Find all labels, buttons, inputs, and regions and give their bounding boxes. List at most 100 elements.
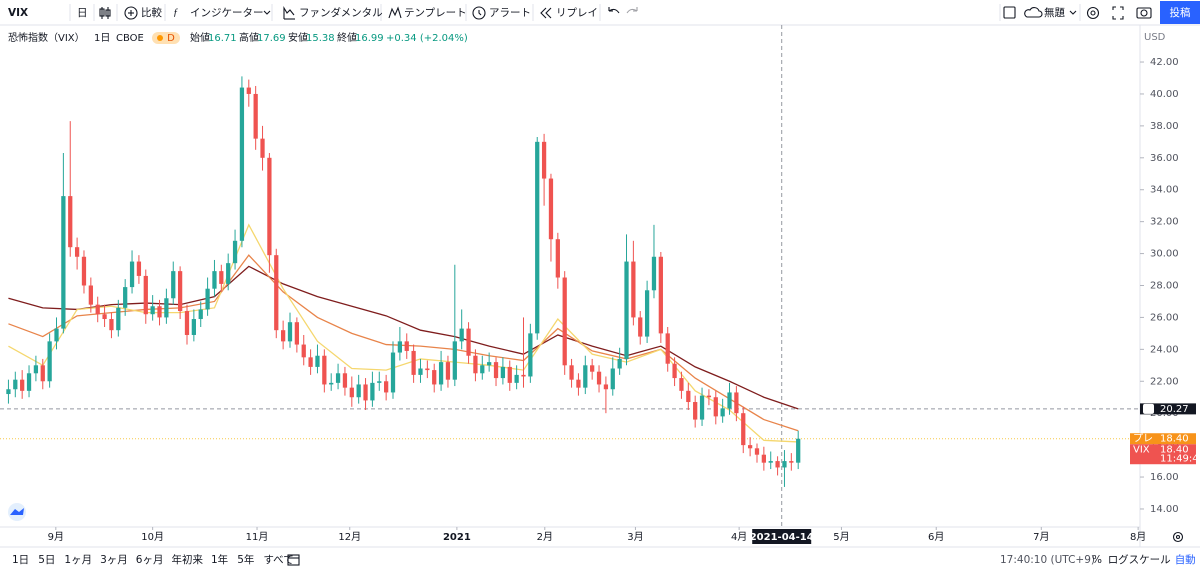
fullscreen-icon[interactable] [1112, 6, 1124, 20]
candle-body [177, 271, 183, 312]
candle-body [727, 392, 732, 409]
candle-body [610, 368, 615, 390]
compare-button[interactable]: 比較 [141, 6, 162, 19]
candle-body [150, 306, 155, 315]
undo-icon[interactable] [608, 7, 620, 14]
candle-body [239, 87, 245, 241]
candle-body [102, 314, 107, 320]
crosshair-date-bg [752, 529, 812, 544]
y-tick-label: 24.00 [1150, 344, 1179, 355]
axis-option[interactable]: 自動 [1175, 553, 1196, 566]
dropdown-icon[interactable] [1069, 10, 1077, 15]
replay-icon[interactable] [540, 7, 552, 19]
ohlc-value: 16.99 [355, 33, 384, 44]
snapshot-icon[interactable] [1136, 7, 1152, 19]
currency: USD [1144, 32, 1166, 43]
range-button[interactable]: 3ヶ月 [100, 554, 128, 566]
replay-button[interactable]: リプレイ [556, 7, 598, 19]
candle-body [699, 395, 705, 420]
candle-body [232, 240, 238, 264]
compare-icon[interactable] [124, 6, 138, 20]
range-button[interactable]: 1ヶ月 [64, 554, 92, 566]
candle-body [713, 397, 718, 417]
settings-icon[interactable] [1086, 6, 1100, 20]
candle-body [26, 373, 32, 391]
candle-body [246, 87, 251, 94]
change: +0.34 (+2.04%) [386, 33, 468, 44]
y-tick-label: 32.00 [1150, 217, 1179, 228]
candle-body [555, 239, 560, 278]
goto-date-icon[interactable] [287, 554, 300, 566]
candle-body [6, 389, 11, 395]
candle-body [397, 341, 403, 353]
candle-body [95, 304, 100, 315]
axis-option[interactable]: ログスケール [1108, 553, 1171, 566]
fundamentals-button[interactable]: ファンダメンタル [299, 6, 383, 19]
alert-button[interactable]: アラート [489, 7, 531, 19]
candle-body [184, 311, 190, 335]
dropdown-icon[interactable] [263, 10, 271, 15]
axis-option[interactable]: % [1092, 554, 1102, 566]
instrument-name: 恐怖指数（VIX） [8, 31, 85, 44]
candle-body [253, 93, 258, 139]
candle-body [370, 382, 375, 401]
range-button[interactable]: 年初来 [172, 553, 204, 566]
y-tick-label: 42.00 [1150, 57, 1179, 68]
candle-body [617, 358, 622, 369]
y-tick-label: 36.00 [1150, 153, 1179, 164]
range-button[interactable]: すべて [263, 554, 293, 566]
candle-body [521, 374, 526, 377]
candle-body [384, 381, 389, 393]
price-tag-sub: 11:49:48 [1160, 454, 1200, 465]
candle-body [747, 445, 753, 449]
indicator-icon[interactable]: ƒ [173, 7, 178, 18]
plot: 14.0016.0018.0020.0022.0024.0026.0028.00… [0, 25, 1200, 544]
x-tick-label: 4月 [731, 531, 747, 543]
range-button[interactable]: 5日 [38, 554, 55, 566]
axis-settings-icon[interactable] [1172, 531, 1184, 543]
templates-button[interactable]: テンプレート [404, 7, 467, 19]
chart-type-icon[interactable] [99, 7, 111, 19]
interval-button[interactable]: 日 [77, 7, 88, 19]
candle-body [768, 461, 773, 463]
range-button[interactable]: 6ヶ月 [136, 554, 164, 566]
range-button[interactable]: 5年 [237, 553, 254, 566]
candle-body [459, 328, 464, 342]
ohlc-label: 終値 [337, 31, 357, 44]
publish-button[interactable]: 投稿 [1170, 6, 1191, 19]
candle-body [658, 256, 663, 334]
candle-body [693, 402, 698, 420]
candle-body [171, 271, 176, 299]
candle-body [720, 408, 725, 417]
redo-icon[interactable] [626, 7, 638, 14]
candle-body [274, 255, 279, 331]
x-tick-label: 2月 [537, 531, 553, 543]
candle-body [569, 365, 574, 380]
market-status-dot [157, 35, 163, 41]
price-tag-label: 18.40 [1160, 445, 1189, 456]
y-tick-label: 16.00 [1150, 472, 1179, 483]
cloud-icon[interactable] [1024, 7, 1043, 18]
candle-body [294, 322, 299, 345]
range-button[interactable]: 1日 [12, 554, 29, 566]
alert-icon[interactable] [472, 6, 486, 20]
template-icon[interactable] [388, 6, 402, 19]
indicators-button[interactable]: インジケーター [190, 7, 264, 19]
price-tag-bg [1130, 444, 1196, 465]
candle-body [260, 138, 265, 158]
candle-body [13, 379, 18, 390]
candle-body [452, 341, 457, 380]
range-button[interactable]: 1年 [211, 553, 228, 566]
candle-body [157, 306, 162, 318]
fundamental-icon[interactable] [283, 6, 295, 20]
x-tick-label: 8月 [1130, 531, 1146, 543]
candle-body [109, 319, 114, 331]
layout-name[interactable]: 無題 [1044, 6, 1066, 19]
candle-body [212, 271, 217, 289]
checkbox[interactable] [1003, 6, 1016, 19]
candle-body [143, 275, 148, 315]
symbol[interactable]: VIX [8, 7, 28, 19]
y-tick-label: 38.00 [1150, 121, 1179, 132]
publish-button-bg[interactable] [1160, 1, 1200, 24]
crosshair-button[interactable] [1143, 403, 1154, 414]
